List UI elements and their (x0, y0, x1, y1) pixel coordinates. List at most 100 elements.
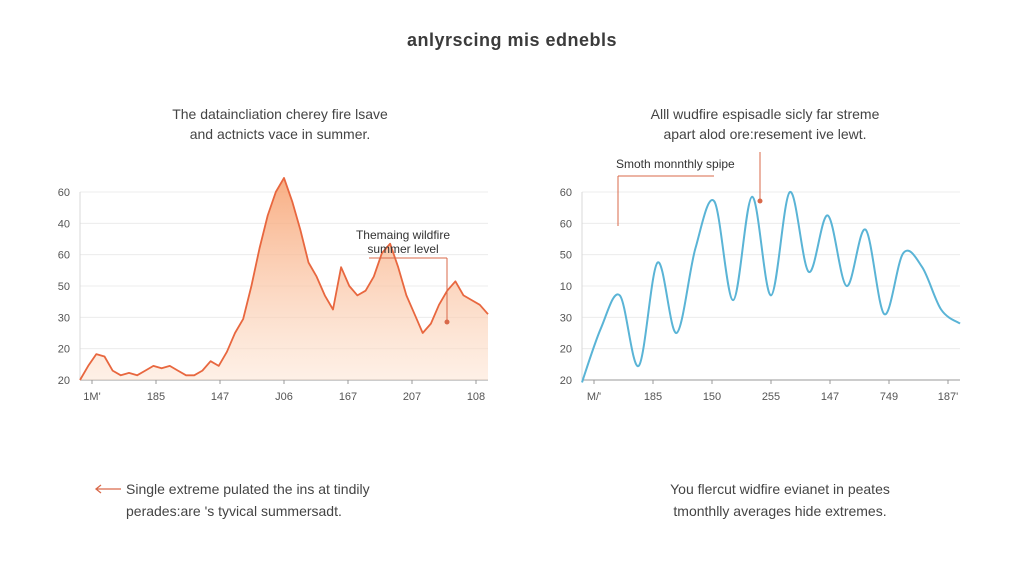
left-data-point (225, 350, 228, 353)
left-data-point (111, 369, 114, 372)
right-data-point (581, 381, 584, 384)
left-data-point (478, 303, 481, 306)
arrow-left-icon (94, 484, 121, 494)
left-data-point (307, 261, 310, 264)
right-xtick-label: 150 (703, 391, 721, 403)
left-data-point (429, 322, 432, 325)
left-data-point (144, 369, 147, 372)
left-data-point (87, 364, 90, 367)
left-area-fill (80, 177, 488, 380)
left-xtick-label: 207 (403, 391, 421, 403)
left-data-point (283, 176, 286, 179)
right-chart: 60 60 50 10 30 20 20 M/' 185 150 255 147 749 187' (560, 187, 962, 403)
left-data-point (258, 247, 261, 250)
left-data-point (242, 317, 245, 320)
left-data-point (160, 367, 163, 370)
right-data-point (921, 266, 924, 269)
right-ytick-label: 50 (560, 250, 572, 262)
right-data-point (675, 332, 678, 335)
left-data-point (470, 299, 473, 302)
left-ytick-label: 20 (58, 375, 70, 387)
left-annotation: Themaing wildfire summer level (356, 228, 450, 325)
right-footnote-line-2: tmonthlly averages hide extremes. (673, 503, 887, 519)
right-data-point (826, 214, 829, 217)
right-data-point (883, 313, 886, 316)
right-data-point (940, 308, 943, 311)
right-series-line (581, 190, 961, 383)
left-subtitle-line-2: and actnicts vace in summer. (189, 126, 371, 142)
left-data-point (364, 289, 367, 292)
right-xtick-label: 187' (938, 391, 958, 403)
left-data-point (250, 285, 253, 288)
left-ytick-label: 30 (58, 312, 70, 324)
left-data-point (332, 308, 335, 311)
left-data-point (209, 360, 212, 363)
right-data-point (713, 200, 716, 203)
left-chart: 60 40 60 50 30 20 20 1M' 185 147 J06 167 207 108 (58, 176, 489, 403)
right-ytick-label: 20 (560, 375, 572, 387)
right-xtick-label: 255 (762, 391, 780, 403)
left-data-point (176, 369, 179, 372)
right-data-point (807, 270, 810, 273)
right-ytick-label: 10 (560, 281, 572, 293)
left-data-point (413, 313, 416, 316)
left-data-point (119, 374, 122, 377)
left-xtick-label: 167 (339, 391, 357, 403)
right-data-point (770, 294, 773, 297)
right-xtick-label: 185 (644, 391, 662, 403)
left-ytick-label: 40 (58, 218, 70, 230)
left-data-point (152, 364, 155, 367)
left-data-point (454, 280, 457, 283)
left-data-point (356, 294, 359, 297)
left-data-point (438, 303, 441, 306)
right-data-point (788, 191, 791, 194)
left-data-point (291, 200, 294, 203)
left-data-point (274, 191, 277, 194)
right-annotation-label: Smoth monnthly spipe (616, 157, 735, 171)
right-data-point (656, 261, 659, 264)
left-footnote-line-2: perades:are 's tyvical summersadt. (126, 503, 342, 519)
left-data-point (266, 214, 269, 217)
right-data-point (599, 327, 602, 330)
right-ytick-label: 60 (560, 218, 572, 230)
left-ytick-label: 50 (58, 281, 70, 293)
right-data-point (902, 252, 905, 255)
right-data-point (751, 195, 754, 198)
left-data-point (168, 364, 171, 367)
right-data-point (694, 247, 697, 250)
right-subtitle-line-1: Alll wudfire espisadle sicly far streme (650, 106, 880, 122)
left-ytick-label: 60 (58, 187, 70, 199)
left-ytick-label: 20 (58, 344, 70, 356)
right-subtitle-line-2: apart alod ore:resement ive lewt. (663, 126, 867, 142)
left-data-point (299, 228, 302, 231)
left-data-point (185, 374, 188, 377)
right-data-point (637, 364, 640, 367)
right-data-point (732, 299, 735, 302)
left-series-line (79, 177, 489, 381)
right-chart-subtitle: Alll wudfire espisadle sicly far streme … (620, 104, 910, 144)
right-xtick-label: 147 (821, 391, 839, 403)
left-subtitle-line-1: The dataincliation cherey fire lsave (172, 106, 388, 122)
left-data-point (348, 285, 351, 288)
right-xtick-label: 749 (880, 391, 898, 403)
right-ytick-label: 60 (560, 187, 572, 199)
left-data-point (372, 275, 375, 278)
left-annotation-line-1: Themaing wildfire (356, 228, 450, 242)
left-chart-subtitle: The dataincliation cherey fire lsave and… (150, 104, 410, 144)
left-annotation-marker (444, 319, 450, 325)
left-data-point (397, 266, 400, 269)
right-footnote-line-1: You flercut widfire evianet in peates (670, 481, 890, 497)
left-xtick-label: 1M' (83, 391, 100, 403)
left-data-point (462, 294, 465, 297)
left-data-point (79, 379, 82, 382)
left-data-point (128, 371, 131, 374)
right-data-point (959, 322, 962, 325)
page-title: anlyrscing mis ednebls (406, 30, 618, 50)
left-data-point (103, 355, 106, 358)
left-data-point (421, 332, 424, 335)
left-xtick-label: 185 (147, 391, 165, 403)
left-ytick-label: 60 (58, 250, 70, 262)
right-data-point (864, 228, 867, 231)
left-data-point (340, 266, 343, 269)
